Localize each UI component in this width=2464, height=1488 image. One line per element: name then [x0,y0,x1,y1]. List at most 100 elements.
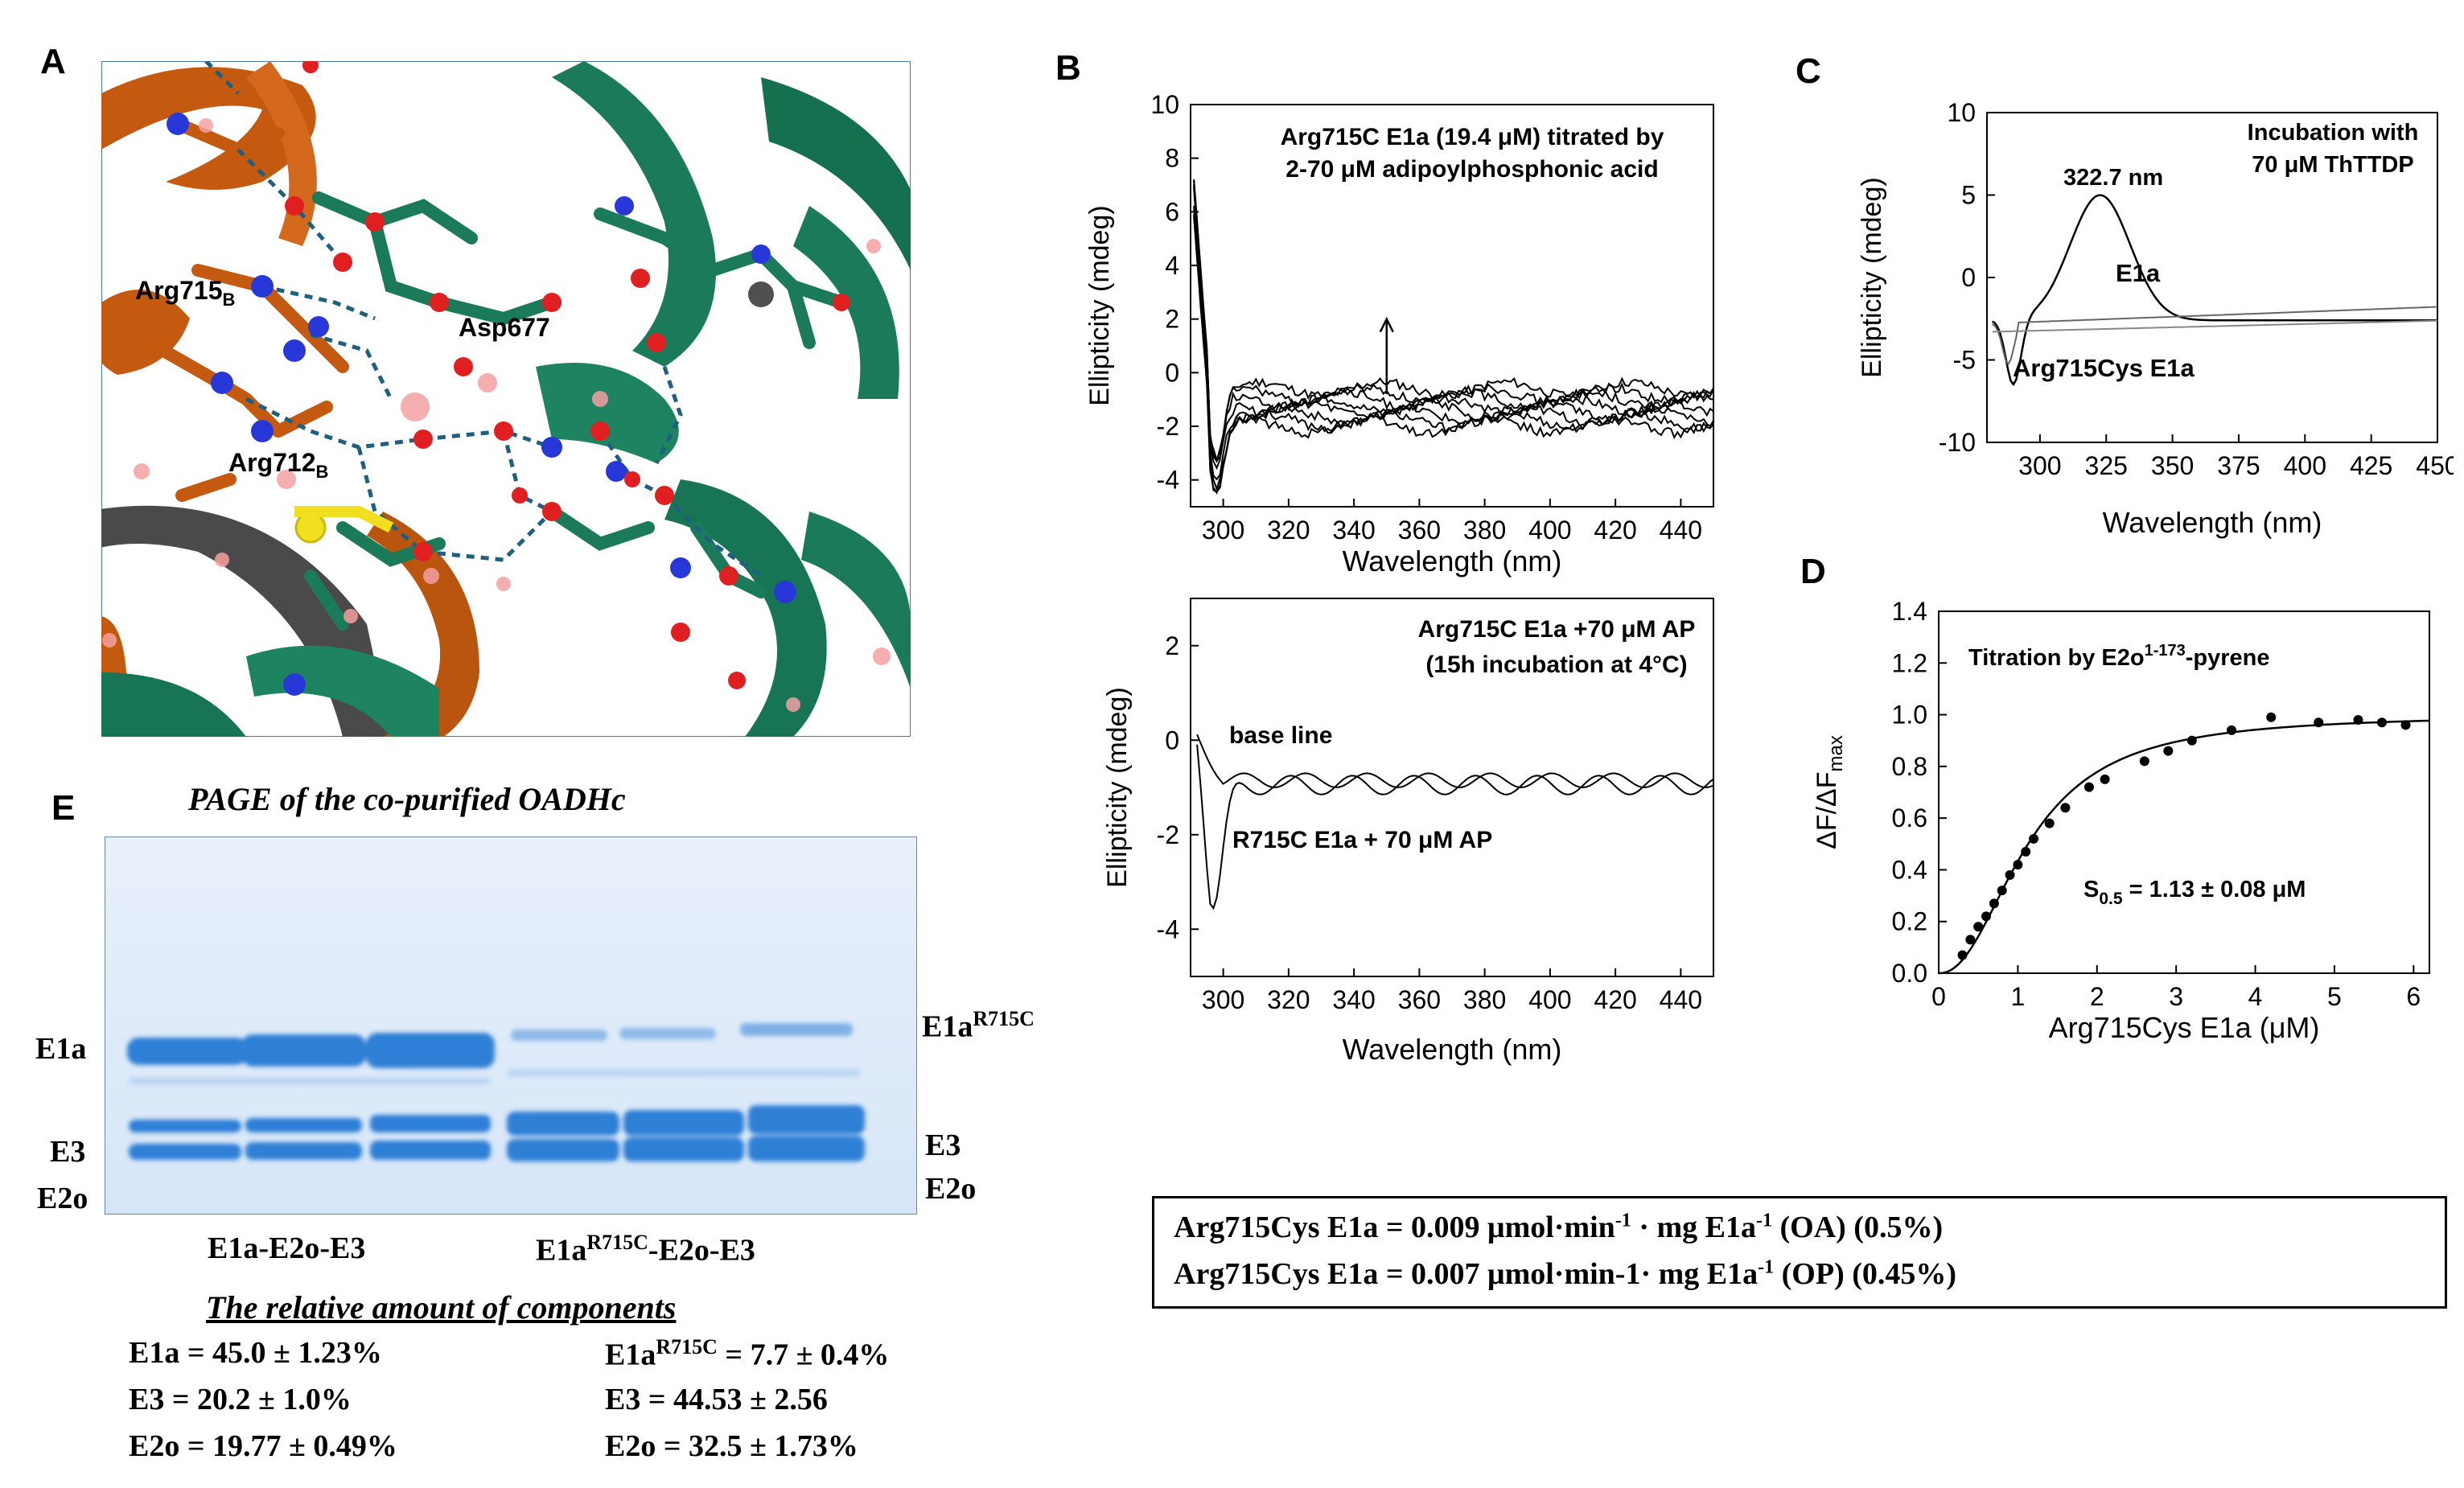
arrow-annotation [1379,316,1394,394]
gel-label-right-e3: E3 [925,1128,961,1162]
chain-b-sticks [143,119,349,502]
band-e3-lane5 [623,1110,744,1136]
x-tick-label: 400 [2284,451,2326,480]
peak-label: 322.7 nm [2063,165,2163,191]
data-point [1957,950,1968,960]
data-point [2163,746,2174,756]
y-axis-label: Ellipticity (mdeg) [1857,177,1887,377]
data-point [2227,725,2237,735]
data-point [2139,756,2149,767]
fit-curve [1938,719,2430,975]
data-point [2266,712,2277,722]
data-point [1965,935,1976,945]
x-tick-label: 325 [2085,451,2128,480]
right-row-3: E2o = 32.5 ± 1.73% [605,1429,858,1463]
y-tick-label: -4 [1157,915,1179,943]
band-e2o-lane4 [507,1139,619,1161]
chain-a-ribbon-7 [246,645,439,737]
x-tick-label: 380 [1463,516,1506,545]
band-e2o-lane1 [129,1144,241,1160]
x-tick-label: 400 [1528,985,1571,1014]
x-tick-label: 5 [2327,982,2342,1011]
y-tick-label: 0.2 [1892,907,1927,936]
data-point [1989,898,1999,909]
x-tick-label: 4 [2248,982,2263,1011]
series-label-r715c: R715C E1a + 70 μM AP [1232,827,1492,853]
x-tick-label: 450 [2416,451,2454,480]
series-label-e1a: E1a [2116,259,2161,287]
oxygen-atoms [285,61,850,689]
activity-line-2: Arg715Cys E1a = 0.007 μmol·min-1· mg E1a… [1174,1256,1957,1291]
right-row-1: E1aR715C = 7.7 ± 0.4% [605,1335,890,1372]
y-tick-label: 2 [1165,631,1179,660]
data-point [2100,774,2110,784]
data-point [2186,735,2197,746]
chart-subtitle: 2-70 μM adipoylphosphonic acid [1285,156,1658,183]
panel-label-c: C [1796,51,1821,91]
panel-label-a: A [40,42,66,81]
data-point [2083,782,2094,792]
y-tick-label: 10 [1947,98,1976,127]
sulfur-atom [294,512,327,544]
baseline-curve [1196,734,1714,789]
x-tick-label: 3 [2169,982,2183,1011]
y-tick-label: 1.4 [1892,597,1927,626]
data-point [2029,833,2039,844]
lane-group-1: E1a-E2o-E3 [208,1231,366,1265]
band-faint-2 [507,1070,861,1076]
y-tick-label: 0.6 [1892,804,1927,832]
x-tick-label: 300 [2018,451,2061,480]
data-point [2013,860,2023,869]
x-tick-label: 350 [2151,451,2194,480]
y-tick-label: 4 [1165,251,1179,280]
ellipticity-curve [1193,179,1714,463]
ellipticity-curve [1193,206,1714,492]
x-tick-label: 360 [1398,985,1441,1014]
plot-frame [1190,598,1714,977]
series-label-arg715cys: Arg715Cys E1a [2013,354,2195,382]
data-point [2400,720,2411,730]
gray-atom [748,282,774,307]
data-point [2060,803,2071,813]
band-e1a-r715c-lane6 [740,1023,853,1036]
data-point [2314,717,2324,728]
y-axis-label: ΔF/ΔFmax [1812,735,1847,849]
structure-image: Arg715B Asp677 Arg712B [101,61,911,737]
chain-a-sticks [304,191,848,631]
data-point [1981,911,1992,922]
x-tick-label: 340 [1332,985,1375,1014]
chart-d: 1.4 1.2 1.0 0.8 0.6 0.4 0.2 0.0 0 1 2 3 4 5 6 Titrati… [1812,597,2430,1044]
ellipticity-curve [1193,216,1714,493]
chain-a-ribbon-8 [101,672,246,737]
left-row-1: E1a = 45.0 ± 1.23% [129,1336,382,1370]
x-tick-label: 380 [1463,985,1506,1014]
chain-a-ribbon-1 [552,61,716,367]
x-tick-label: 320 [1267,516,1310,545]
label-asp677: Asp677 [459,313,550,342]
band-e2o-lane3 [370,1141,491,1160]
x-axis-label: Wavelength (nm) [2103,506,2322,539]
x-tick-label: 320 [1267,985,1310,1014]
band-e1a-r715c-lane4 [511,1030,607,1041]
ellipticity-curve [1193,187,1714,481]
chart-subtitle: (15h incubation at 4°C) [1425,652,1687,678]
chart-title: Arg715C E1a (19.4 μM) titrated by [1281,124,1664,150]
band-e3-lane6 [748,1105,865,1134]
arg715cys-curve-2 [1992,319,2438,333]
x-axis-label: Wavelength (nm) [1343,1033,1562,1066]
y-tick-label: 10 [1150,90,1179,119]
e1a-curve [1991,194,2437,387]
x-tick-label: 400 [1528,516,1571,545]
x-tick-label: 420 [1594,516,1636,545]
y-tick-label: 8 [1165,144,1179,173]
y-tick-label: -4 [1157,466,1179,495]
data-point [1997,886,2007,896]
data-point [1973,922,1984,932]
data-point [2044,818,2055,828]
x-tick-label: 2 [2090,982,2104,1011]
hydrogen-bonds [204,61,763,578]
chain-a-ribbon-5 [664,479,827,737]
y-tick-label: 0 [1961,263,1976,292]
plot-frame [1938,610,2430,974]
ellipticity-curve [1193,180,1714,462]
